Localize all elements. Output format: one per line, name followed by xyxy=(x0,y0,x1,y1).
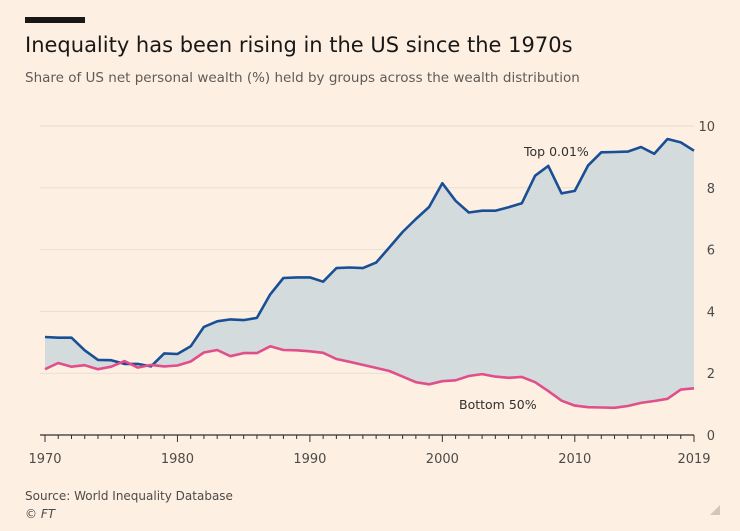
series-annotation-1: Bottom 50% xyxy=(459,397,537,412)
series-line-1 xyxy=(44,344,695,410)
source-note: Source: World Inequality Database xyxy=(25,489,233,503)
x-tick-label: 2010 xyxy=(558,452,591,467)
resize-corner-icon xyxy=(710,505,720,515)
y-tick-label: 8 xyxy=(707,182,715,197)
y-tick-label: 4 xyxy=(707,305,715,320)
title-rule xyxy=(25,17,85,23)
series-annotation-0: Top 0.01% xyxy=(523,144,589,159)
y-tick-label: 6 xyxy=(707,244,715,259)
annotations: Top 0.01% Bottom 50% xyxy=(459,144,589,412)
x-tick-label: 2019 xyxy=(677,452,710,467)
x-tick-label: 1970 xyxy=(28,452,61,467)
y-tick-label: 10 xyxy=(698,120,715,135)
y-tick-label: 0 xyxy=(707,429,715,444)
series-lines xyxy=(44,137,695,410)
y-tick-label: 2 xyxy=(707,367,715,382)
area-between-series xyxy=(45,139,694,408)
x-tick-label: 1980 xyxy=(161,452,194,467)
x-tick-label: 2000 xyxy=(426,452,459,467)
axes: 0 2 4 6 8 10 1970 1980 1990 2000 2010 2019 xyxy=(28,120,715,467)
chart-title: Inequality has been rising in the US sin… xyxy=(25,33,573,57)
chart-subtitle: Share of US net personal wealth (%) held… xyxy=(25,70,580,86)
x-tick-label: 1990 xyxy=(293,452,326,467)
copyright-note: © FT xyxy=(25,507,56,521)
